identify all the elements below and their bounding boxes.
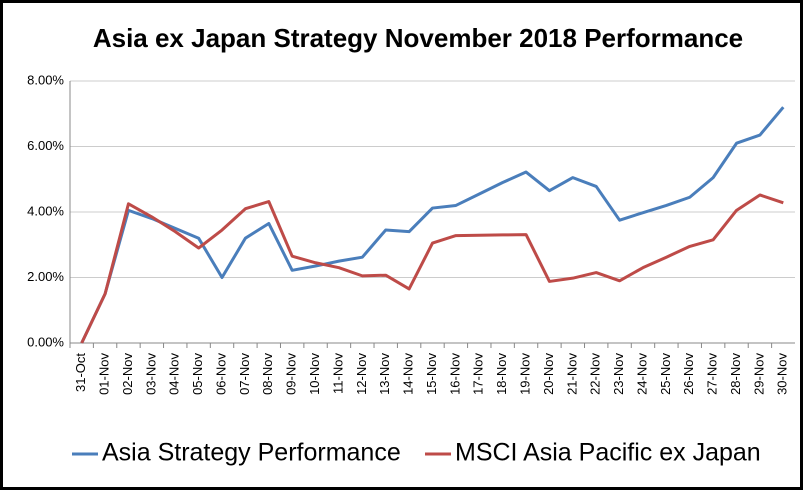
x-tick-label: 23-Nov xyxy=(611,353,626,395)
x-tick-label: 07-Nov xyxy=(237,353,252,395)
x-tick-label: 27-Nov xyxy=(705,353,720,395)
y-tick-label: 8.00% xyxy=(27,72,64,87)
x-tick-label: 12-Nov xyxy=(354,353,369,395)
x-tick-label: 17-Nov xyxy=(471,353,486,395)
x-tick-label: 19-Nov xyxy=(517,353,532,395)
x-tick-label: 01-Nov xyxy=(97,353,112,395)
x-tick-label: 09-Nov xyxy=(284,353,299,395)
x-tick-label: 06-Nov xyxy=(213,353,228,395)
legend-label: Asia Strategy Performance xyxy=(102,439,401,467)
x-tick-label: 30-Nov xyxy=(775,353,790,395)
chart-title: Asia ex Japan Strategy November 2018 Per… xyxy=(93,23,743,53)
x-tick-label: 02-Nov xyxy=(120,353,135,395)
x-tick-label: 21-Nov xyxy=(564,353,579,395)
x-tick-label: 24-Nov xyxy=(634,353,649,395)
x-tick-label: 08-Nov xyxy=(260,353,275,395)
x-tick-label: 15-Nov xyxy=(424,353,439,395)
x-tick-label: 29-Nov xyxy=(751,353,766,395)
y-tick-label: 0.00% xyxy=(27,334,64,349)
x-tick-label: 05-Nov xyxy=(190,353,205,395)
x-tick-label: 16-Nov xyxy=(447,353,462,395)
x-tick-label: 31-Oct xyxy=(73,353,88,392)
x-tick-label: 22-Nov xyxy=(588,353,603,395)
x-tick-label: 13-Nov xyxy=(377,353,392,395)
legend-label: MSCI Asia Pacific ex Japan xyxy=(455,439,761,467)
x-tick-label: 26-Nov xyxy=(681,353,696,395)
y-tick-label: 2.00% xyxy=(27,269,64,284)
x-tick-label: 28-Nov xyxy=(728,353,743,395)
y-tick-label: 6.00% xyxy=(27,138,64,153)
y-tick-label: 4.00% xyxy=(27,203,64,218)
x-tick-label: 20-Nov xyxy=(541,353,556,395)
x-tick-label: 03-Nov xyxy=(143,353,158,395)
x-tick-label: 11-Nov xyxy=(330,353,345,394)
x-tick-label: 14-Nov xyxy=(401,353,416,395)
series-line xyxy=(80,193,784,344)
x-tick-label: 10-Nov xyxy=(307,353,322,395)
x-tick-label: 04-Nov xyxy=(167,353,182,395)
series-line xyxy=(80,106,785,344)
x-tick-label: 18-Nov xyxy=(494,353,509,395)
x-tick-label: 25-Nov xyxy=(658,353,673,395)
